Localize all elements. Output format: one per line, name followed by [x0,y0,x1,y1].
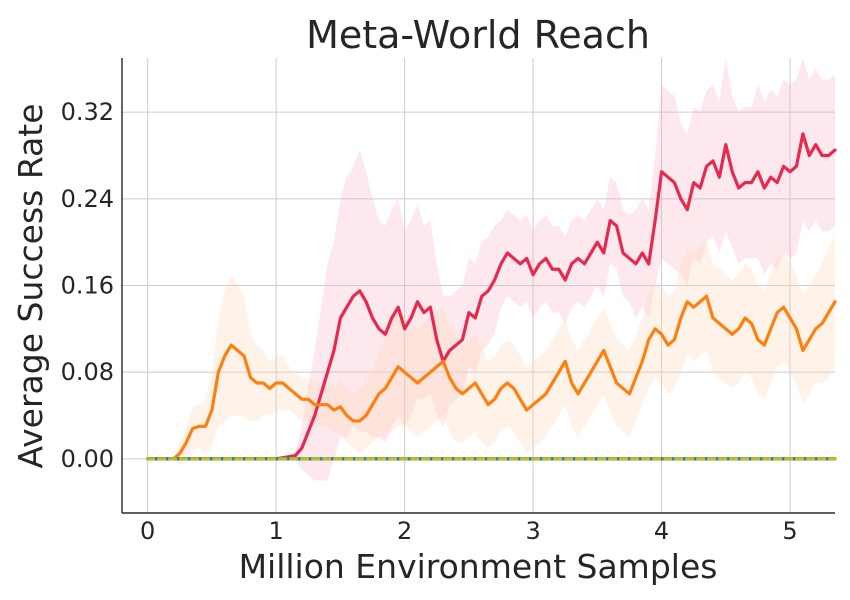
x-tick-label-2: 2 [397,517,412,545]
y-tick-label-1: 0.08 [61,358,114,386]
chart-title: Meta-World Reach [306,13,650,57]
y-axis-label: Average Success Rate [11,104,50,469]
x-tick-labels: 0 1 2 3 4 5 [140,517,798,545]
x-tick-label-1: 1 [269,517,284,545]
x-tick-label-5: 5 [782,517,797,545]
x-axis-label: Million Environment Samples [239,547,718,586]
series-band-0 [147,58,835,481]
x-tick-label-0: 0 [140,517,155,545]
y-tick-label-2: 0.16 [61,272,114,300]
series-line-0 [146,132,837,461]
y-tick-label-3: 0.24 [61,185,114,213]
x-tick-label-3: 3 [525,517,540,545]
series-band-1 [147,236,835,465]
grid-lines [122,58,835,513]
y-tick-label-0: 0.00 [61,445,114,473]
series-lines [146,132,837,461]
series-line-1 [146,294,837,461]
y-tick-labels: 0.00 0.08 0.16 0.24 0.32 [61,98,114,473]
confidence-bands [147,58,835,481]
x-tick-label-4: 4 [654,517,669,545]
y-tick-label-4: 0.32 [61,98,114,126]
